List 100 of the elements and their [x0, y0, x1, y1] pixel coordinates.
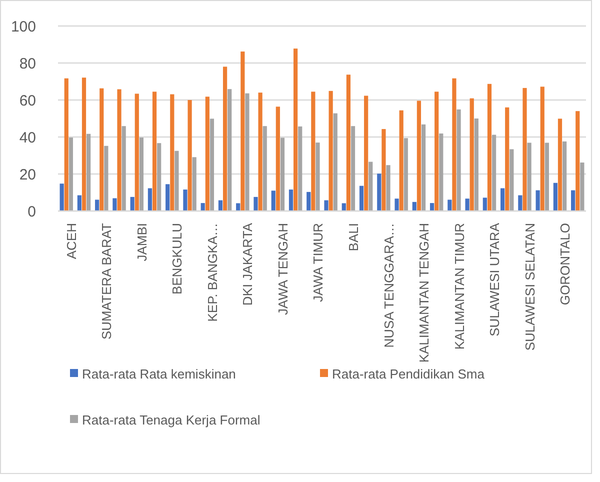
bar [412, 202, 416, 211]
bar [134, 94, 139, 211]
bar [394, 198, 399, 211]
bar [188, 100, 192, 211]
bar [448, 200, 452, 211]
bar [364, 96, 368, 211]
legend-label: Rata-rata Pendidikan Sma [332, 366, 486, 382]
x-tick-label: SUMATERA BARAT [99, 222, 114, 340]
bar [328, 90, 333, 211]
bar [536, 190, 540, 211]
bar [540, 86, 544, 211]
bar [68, 138, 73, 211]
bar [452, 78, 456, 211]
y-tick-label: 40 [19, 129, 36, 146]
x-tick-label: BENGKULU [170, 223, 185, 295]
bar [210, 118, 214, 211]
bar [288, 190, 294, 211]
bar [482, 198, 487, 211]
bar [306, 192, 311, 211]
bar [576, 111, 580, 211]
bar [474, 118, 478, 211]
bar [130, 196, 134, 211]
x-tick-label: KALIMANTAN TIMUR [452, 223, 467, 350]
x-tick-label: JAWA TENGAH [275, 223, 290, 315]
bar [228, 89, 232, 211]
bar [148, 188, 152, 211]
bar [544, 142, 549, 211]
bar [386, 165, 390, 211]
bar [254, 196, 258, 211]
bar [236, 203, 240, 211]
bar [82, 78, 86, 211]
x-tick-label: SULAWESI UTARA [487, 222, 502, 336]
bar [377, 174, 382, 211]
bar [240, 52, 245, 211]
bar [492, 134, 496, 211]
bar [104, 146, 108, 211]
bar [404, 138, 408, 211]
bar [95, 200, 100, 211]
x-tick-label: NUSA TENGGARA… [381, 223, 396, 348]
bar [421, 124, 426, 211]
bar [86, 134, 91, 211]
bar [527, 142, 532, 211]
bar [518, 195, 522, 211]
bar [470, 98, 474, 211]
bar [465, 198, 470, 211]
bar [294, 48, 298, 211]
x-tick-label: KALIMANTAN TENGAH [416, 223, 432, 363]
y-tick-label: 80 [19, 55, 36, 72]
bar [298, 126, 302, 211]
bar [346, 74, 350, 211]
bar [166, 184, 170, 211]
bar [553, 182, 558, 211]
bar [558, 118, 562, 211]
bar [192, 157, 196, 211]
bar [333, 113, 338, 211]
bar [64, 78, 68, 211]
bar [262, 126, 267, 211]
bar [382, 129, 386, 211]
bar [500, 188, 505, 211]
x-tick-label: ACEH [64, 223, 79, 260]
legend-label: Rata-rata Rata kemiskinan [82, 366, 236, 382]
x-tick-label: BALI [346, 223, 361, 252]
bar [157, 143, 162, 211]
x-tick-label: KEP. BANGKA… [204, 223, 220, 322]
bar [122, 126, 126, 211]
y-tick-label: 0 [28, 203, 36, 220]
bar [416, 100, 422, 211]
x-tick-label: SULAWESI SELATAN [522, 223, 538, 351]
bar [350, 126, 356, 211]
bar [342, 203, 346, 211]
x-tick-label: JAMBI [134, 223, 150, 262]
bar [258, 92, 262, 211]
bar [430, 203, 434, 211]
bar [505, 107, 510, 211]
bar [183, 190, 188, 211]
bar [487, 84, 492, 211]
legend-label: Rata-rata Tenaga Kerja Formal [82, 412, 260, 428]
bar [434, 92, 439, 211]
y-tick-label: 60 [19, 92, 36, 110]
bar [580, 162, 584, 211]
bar [368, 162, 373, 211]
bar [280, 138, 285, 211]
bar [562, 141, 567, 211]
bar [60, 184, 64, 211]
bar [112, 198, 117, 211]
bar [311, 92, 316, 211]
bar [316, 142, 320, 211]
bar [276, 106, 280, 211]
y-tick-label: 100 [10, 18, 36, 36]
y-tick-label: 20 [19, 166, 36, 184]
bar [205, 96, 210, 211]
bar [218, 200, 223, 211]
bar [522, 88, 527, 211]
bar [77, 195, 82, 211]
bar [510, 149, 514, 211]
bar [100, 88, 104, 211]
bar [399, 110, 404, 211]
bar [200, 203, 205, 211]
x-tick-label: DKI JAKARTA [240, 222, 256, 306]
bar [439, 133, 444, 211]
